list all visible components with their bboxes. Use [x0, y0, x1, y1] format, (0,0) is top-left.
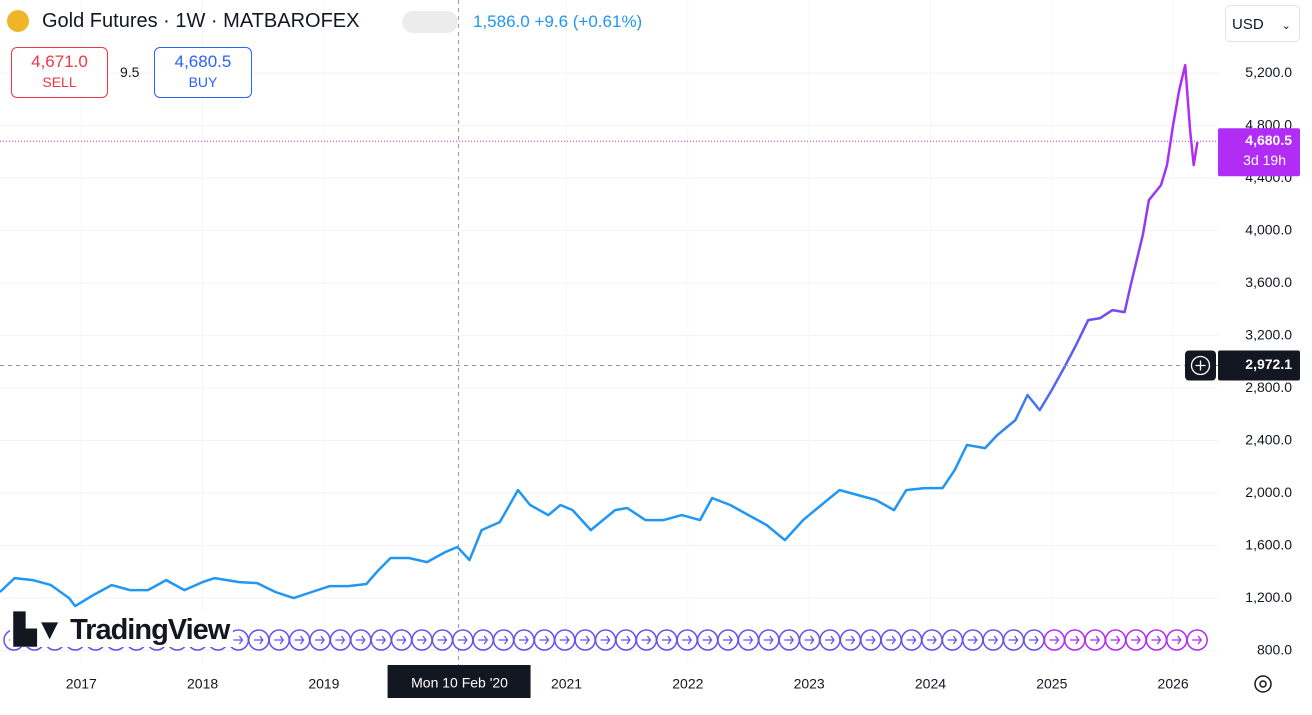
- indicator-toggle[interactable]: [402, 11, 458, 33]
- event-icon-arrow: [1049, 635, 1060, 645]
- currency: USD: [1232, 16, 1264, 33]
- event-icon-arrow: [825, 635, 835, 645]
- x-tick-label: 2017: [66, 676, 97, 692]
- event-icon-arrow: [1110, 635, 1121, 645]
- y-tick-label: 2,400.0: [1245, 431, 1292, 447]
- y-tick-label: 2,000.0: [1245, 484, 1292, 500]
- sell-price: 4,671.0: [31, 52, 88, 71]
- y-tick-label: 3,600.0: [1245, 274, 1292, 290]
- event-icon-arrow: [396, 635, 407, 645]
- sell-button[interactable]: 4,671.0 SELL: [11, 47, 108, 98]
- event-icon-arrow: [804, 635, 815, 645]
- x-tick-label: 2023: [794, 676, 825, 692]
- event-icon-arrow: [641, 635, 652, 645]
- event-icon-arrow: [702, 635, 713, 645]
- crosshair-price-box: [1218, 350, 1300, 381]
- event-icon-arrow: [478, 635, 489, 645]
- event-icon-arrow: [457, 635, 468, 645]
- buy-price: 4,680.5: [174, 52, 232, 71]
- event-icon-arrow: [1131, 635, 1141, 645]
- event-icon-arrow: [723, 635, 733, 645]
- x-tick-label: 2019: [308, 676, 339, 692]
- event-icon-arrow: [417, 635, 427, 645]
- crosshair-date: Mon 10 Feb '20: [411, 675, 508, 691]
- countdown: 3d 19h: [1243, 152, 1286, 168]
- y-tick-label: 1,200.0: [1245, 589, 1292, 605]
- event-icon-arrow: [661, 635, 672, 645]
- y-tick-label: 1,600.0: [1245, 536, 1292, 552]
- event-icon-arrow: [886, 635, 897, 645]
- event-icon-arrow: [763, 635, 774, 645]
- last-price-label: 4,680.5: [1245, 132, 1292, 148]
- x-tick-label: 2018: [187, 676, 218, 692]
- event-icon-arrow: [274, 635, 285, 645]
- event-icon-arrow: [1151, 635, 1162, 645]
- y-tick-label: 4,000.0: [1245, 221, 1292, 237]
- event-icon-arrow: [294, 635, 305, 645]
- brand: TradingView: [70, 614, 230, 646]
- event-icon-arrow: [519, 635, 529, 645]
- crosshair-date-box: [387, 665, 531, 698]
- price: 1,586.0: [473, 12, 530, 31]
- event-icon-arrow: [559, 635, 570, 645]
- event-icon-arrow: [845, 635, 856, 645]
- event-icon-arrow: [1029, 635, 1039, 645]
- event-icon-arrow: [743, 635, 754, 645]
- y-tick-label: 2,800.0: [1245, 379, 1292, 395]
- last-price-tag: [1218, 128, 1300, 177]
- symbol-icon: [7, 10, 29, 32]
- event-icon-arrow: [1192, 635, 1203, 645]
- event-icon-arrow: [784, 635, 795, 645]
- event-icon-arrow: [967, 635, 978, 645]
- event-icon-arrow: [437, 635, 448, 645]
- event-icon-arrow: [865, 635, 876, 645]
- event-icon-arrow: [1090, 635, 1101, 645]
- change: +9.6: [534, 12, 569, 31]
- crosshair-price: 2,972.1: [1245, 356, 1292, 372]
- y-tick-label: 5,200.0: [1245, 64, 1292, 80]
- add-alert-icon: [1190, 355, 1211, 376]
- sell-label: SELL: [42, 74, 77, 90]
- event-icon-arrow: [1171, 635, 1182, 645]
- event-icon-arrow: [315, 635, 325, 645]
- event-icon-arrow: [539, 635, 550, 645]
- event-icon-arrow: [376, 635, 387, 645]
- settings-icon[interactable]: [1254, 675, 1272, 693]
- event-icon-arrow: [355, 635, 366, 645]
- brand-logo: ▙▼ TradingView: [10, 612, 234, 647]
- price-info: 1,586.0 +9.6 (+0.61%): [473, 12, 642, 32]
- y-tick-label: 800.0: [1257, 641, 1292, 657]
- add-alert-plus: [1195, 360, 1206, 371]
- event-icon-arrow: [498, 635, 509, 645]
- symbol-title[interactable]: Gold Futures · 1W · MATBAROFEX: [42, 10, 360, 32]
- event-icon-arrow: [927, 635, 937, 645]
- event-icon-arrow: [682, 635, 693, 645]
- change-pct: (+0.61%): [572, 12, 643, 31]
- event-icon-arrow: [621, 635, 631, 645]
- price-line: [0, 63, 1199, 608]
- x-tick-label: 2024: [915, 676, 946, 692]
- x-tick-label: 2025: [1036, 676, 1067, 692]
- event-icon-arrow: [580, 635, 591, 645]
- x-tick-label: 2022: [672, 676, 703, 692]
- buy-button[interactable]: 4,680.5 BUY: [154, 47, 252, 98]
- event-icon-arrow: [335, 635, 346, 645]
- event-icon-arrow: [1008, 635, 1019, 645]
- event-icon-arrow: [947, 635, 958, 645]
- event-icon-arrow: [253, 635, 264, 645]
- event-icon-arrow: [600, 635, 611, 645]
- x-tick-label: 2026: [1158, 676, 1189, 692]
- spread: 9.5: [120, 64, 140, 80]
- event-icon-arrow: [233, 635, 244, 645]
- settings-icon-core: [1259, 680, 1267, 688]
- event-icon-arrow: [988, 635, 999, 645]
- y-tick-label: 3,200.0: [1245, 326, 1292, 342]
- event-icon-arrow: [1069, 635, 1080, 645]
- x-tick-label: 2021: [551, 676, 582, 692]
- buy-label: BUY: [188, 74, 218, 90]
- event-icon-arrow: [906, 635, 917, 645]
- currency-select[interactable]: USD ⌄: [1225, 5, 1300, 42]
